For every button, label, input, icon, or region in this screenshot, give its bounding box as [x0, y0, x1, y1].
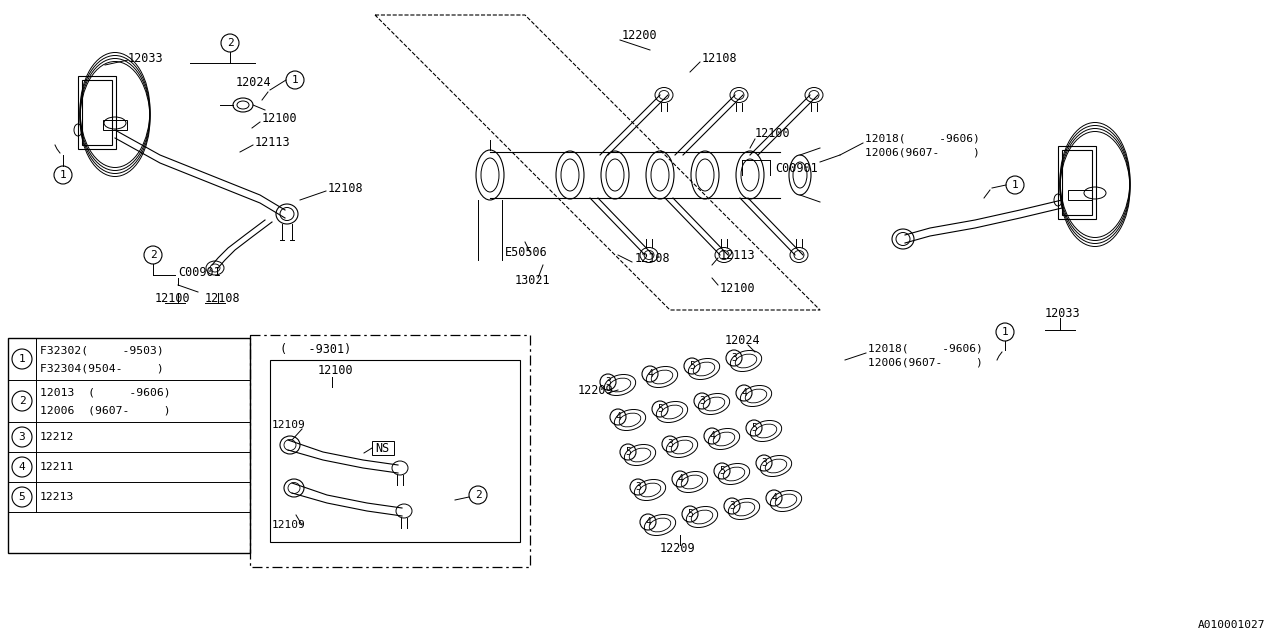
Text: 12113: 12113: [255, 136, 291, 148]
Text: 12018(     -9606): 12018( -9606): [868, 343, 983, 353]
Bar: [270, 360, 520, 542]
Text: 12212: 12212: [40, 432, 74, 442]
Text: NS: NS: [375, 442, 389, 454]
Text: 12213: 12213: [40, 492, 74, 502]
Text: 1: 1: [292, 75, 298, 85]
Text: 3: 3: [731, 353, 737, 363]
Text: 5: 5: [657, 404, 663, 414]
Text: 1: 1: [1002, 327, 1009, 337]
Text: 4: 4: [616, 412, 621, 422]
Text: 12033: 12033: [1044, 307, 1080, 319]
Text: 12113: 12113: [721, 248, 755, 262]
Text: 12013  (     -9606): 12013 ( -9606): [40, 387, 170, 397]
Text: 12209: 12209: [660, 541, 695, 554]
Text: 3: 3: [699, 396, 705, 406]
Text: 12006(9607-     ): 12006(9607- ): [868, 357, 983, 367]
Bar: [1059, 146, 1096, 219]
Bar: [1068, 190, 1092, 200]
Text: 5: 5: [751, 423, 756, 433]
Text: 12108: 12108: [701, 51, 737, 65]
Text: 3: 3: [19, 432, 26, 442]
Text: 5: 5: [19, 492, 26, 502]
Text: 12006  (9607-     ): 12006 (9607- ): [40, 405, 170, 415]
Text: 12200: 12200: [622, 29, 658, 42]
Text: 12108: 12108: [205, 291, 241, 305]
Text: 3: 3: [635, 482, 641, 492]
Bar: [8, 338, 250, 553]
Text: 4: 4: [677, 474, 684, 484]
Text: 4: 4: [19, 462, 26, 472]
Text: F32302(     -9503): F32302( -9503): [40, 345, 164, 355]
Text: 12211: 12211: [40, 462, 74, 472]
Text: 4: 4: [648, 369, 653, 379]
Bar: [372, 441, 394, 455]
Bar: [82, 80, 113, 145]
Text: 3: 3: [730, 501, 735, 511]
Text: 12100: 12100: [317, 364, 353, 376]
Text: 4: 4: [771, 493, 777, 503]
Text: 12024: 12024: [236, 76, 271, 88]
Text: 12006(9607-     ): 12006(9607- ): [865, 147, 979, 157]
Text: 12108: 12108: [635, 252, 671, 264]
Text: C00901: C00901: [178, 266, 220, 278]
Text: 3: 3: [762, 458, 767, 468]
Text: 12109: 12109: [273, 420, 306, 430]
Text: 12100: 12100: [755, 127, 791, 140]
Text: 3: 3: [667, 439, 673, 449]
Text: 13021: 13021: [515, 273, 550, 287]
Bar: [78, 76, 116, 149]
Text: C00901: C00901: [774, 161, 818, 175]
Text: 2: 2: [227, 38, 233, 48]
Text: 12108: 12108: [328, 182, 364, 195]
Bar: [1062, 150, 1092, 215]
Text: 1: 1: [1011, 180, 1019, 190]
Text: 5: 5: [689, 361, 695, 371]
Text: 5: 5: [625, 447, 631, 457]
Text: 12100: 12100: [155, 291, 191, 305]
Text: 12024: 12024: [724, 333, 760, 346]
Text: 12209: 12209: [579, 383, 613, 397]
Text: 12109: 12109: [273, 520, 306, 530]
Text: 2: 2: [150, 250, 156, 260]
Text: 12018(     -9606): 12018( -9606): [865, 133, 979, 143]
Text: 4: 4: [741, 388, 748, 398]
Text: 4: 4: [709, 431, 716, 441]
Text: 5: 5: [687, 509, 692, 519]
Bar: [102, 120, 127, 130]
Text: 5: 5: [719, 466, 724, 476]
Text: 12100: 12100: [262, 111, 298, 125]
Bar: [250, 335, 530, 567]
Text: A010001027: A010001027: [1198, 620, 1265, 630]
Text: F32304(9504-     ): F32304(9504- ): [40, 363, 164, 373]
Text: 1: 1: [19, 354, 26, 364]
Text: 2: 2: [19, 396, 26, 406]
Text: 12100: 12100: [721, 282, 755, 294]
Text: (   -9301): ( -9301): [280, 342, 351, 355]
Text: 2: 2: [475, 490, 481, 500]
Text: 1: 1: [60, 170, 67, 180]
Text: 3: 3: [605, 377, 611, 387]
Text: 4: 4: [645, 517, 652, 527]
Text: E50506: E50506: [506, 246, 548, 259]
Text: 12033: 12033: [128, 51, 164, 65]
